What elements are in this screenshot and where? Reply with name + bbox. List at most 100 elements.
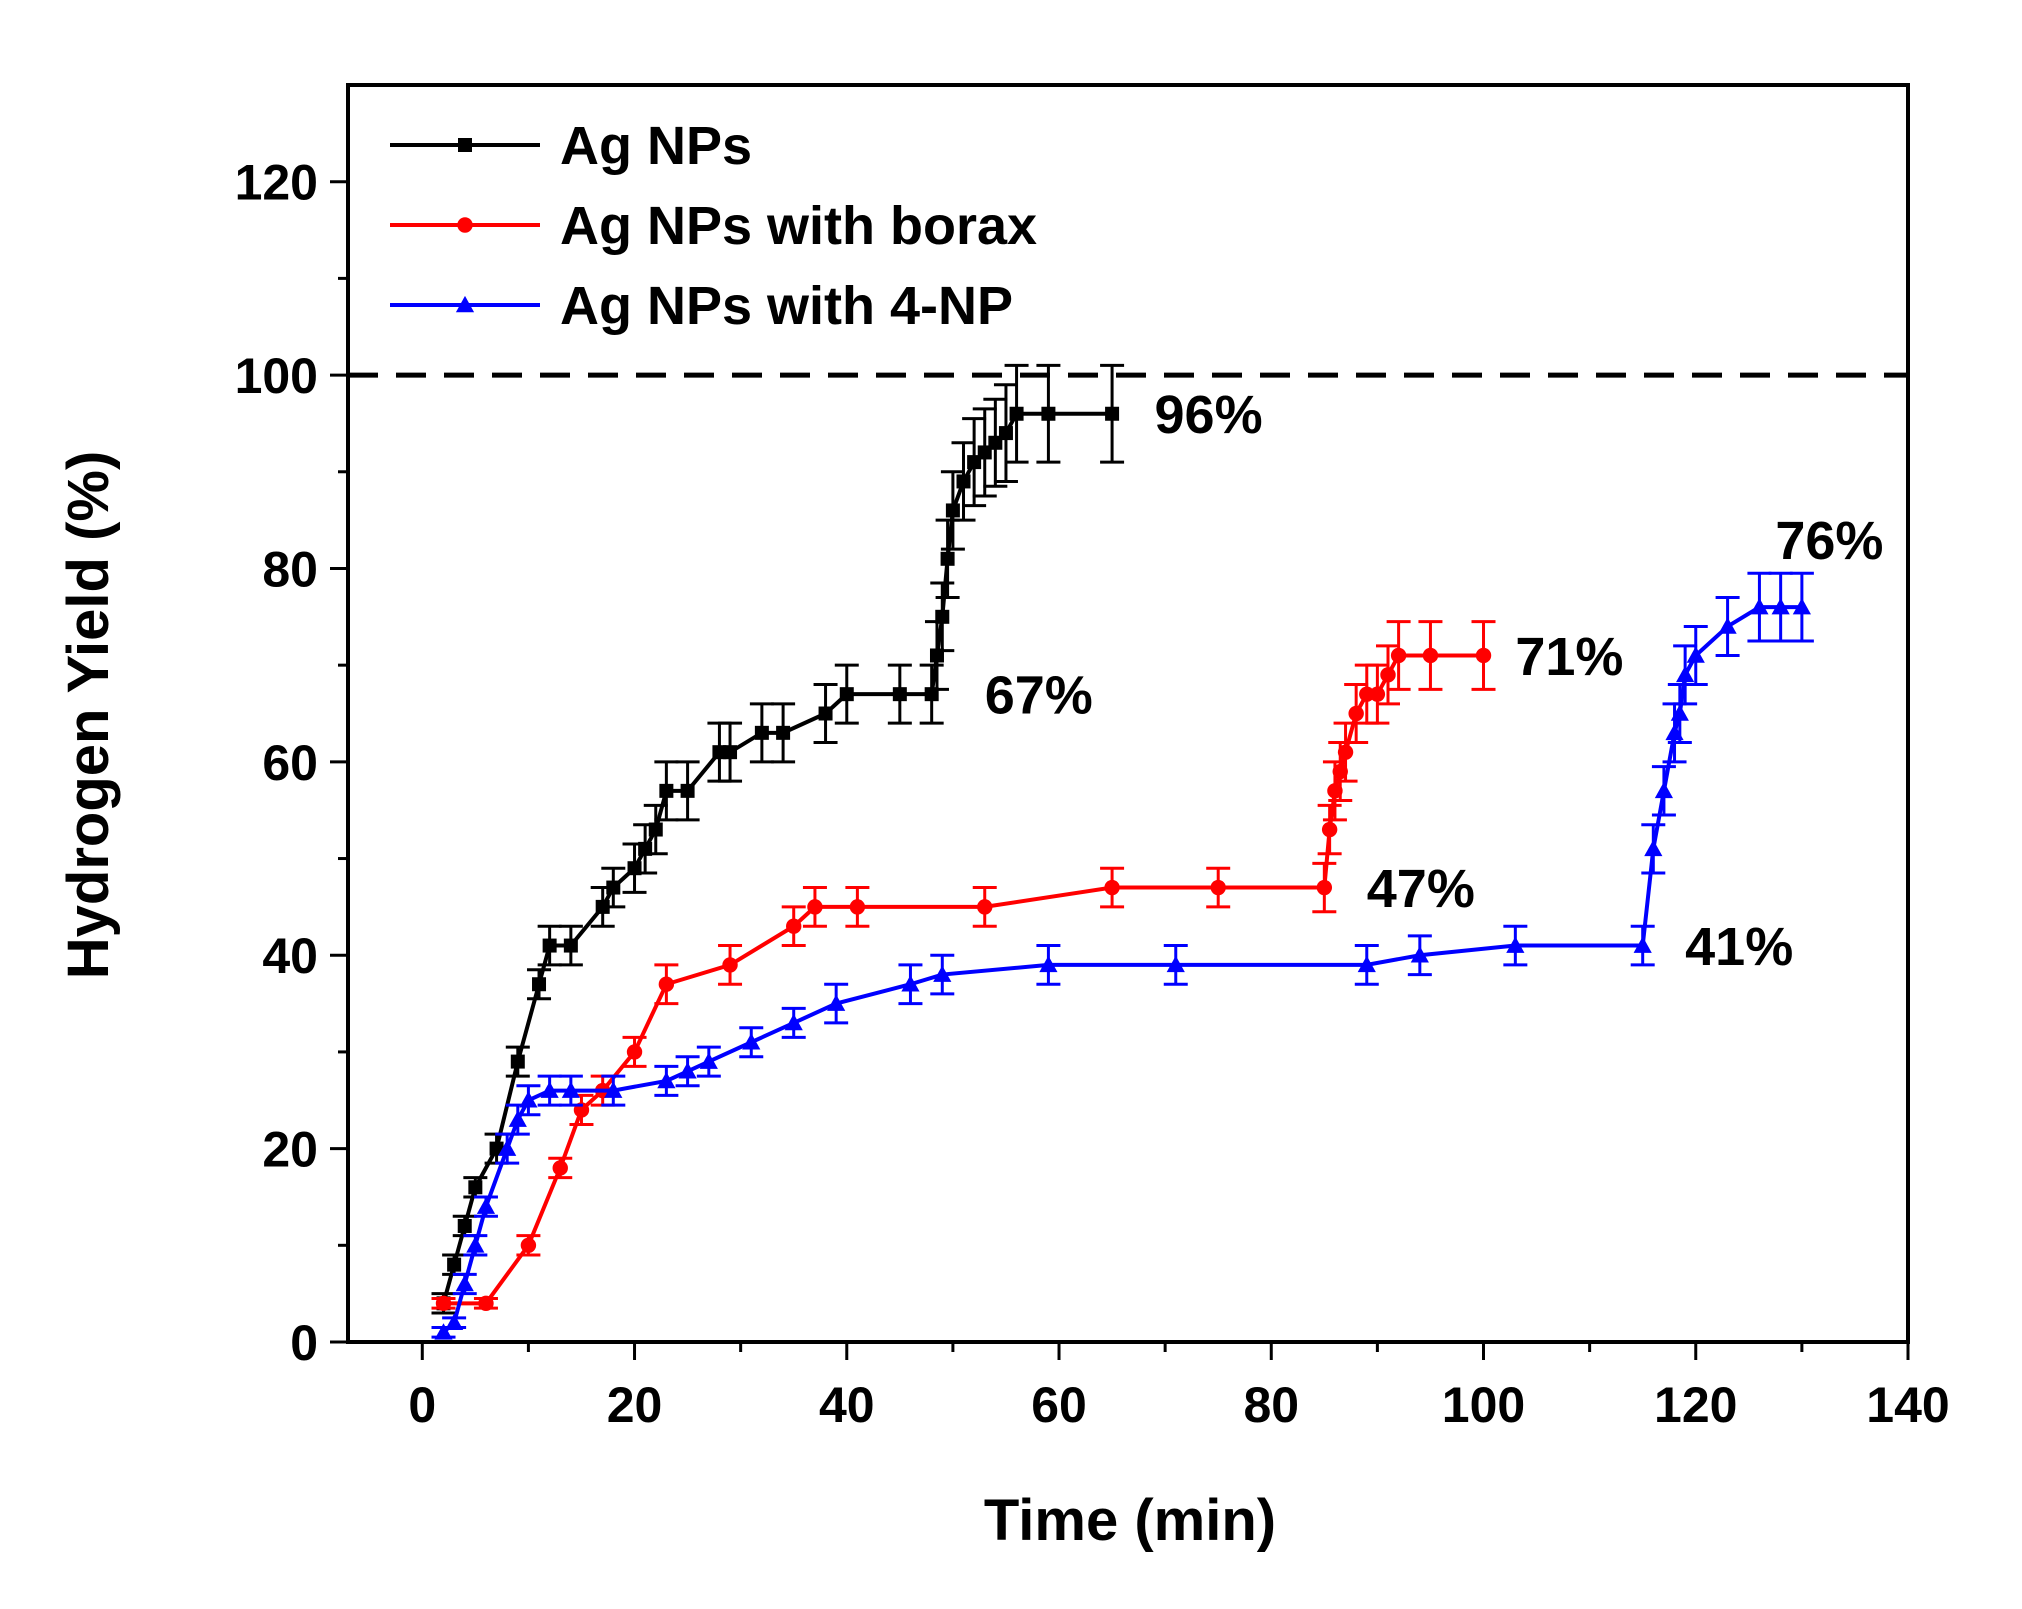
legend-marker — [457, 217, 473, 233]
data-point — [626, 1044, 643, 1060]
data-point — [532, 977, 547, 992]
data-point — [945, 503, 960, 518]
x-tick-label: 100 — [1442, 1377, 1525, 1433]
data-point — [435, 1295, 452, 1312]
y-axis-title: Hydrogen Yield (%) — [56, 451, 121, 980]
data-point — [466, 1236, 485, 1253]
data-point — [1750, 598, 1769, 615]
data-point — [563, 938, 578, 953]
y-tick-label: 60 — [262, 735, 318, 791]
data-point — [1104, 879, 1120, 896]
data-point — [1380, 667, 1396, 683]
x-tick-label: 60 — [1031, 1377, 1087, 1433]
annotation-label: 76% — [1775, 511, 1883, 571]
data-point — [940, 551, 955, 566]
data-point — [786, 918, 802, 934]
data-point — [1410, 946, 1429, 963]
data-point — [1506, 936, 1525, 953]
x-tick-label: 120 — [1654, 1377, 1737, 1433]
annotations-layer: 96% 67% 71% 47% 76% 41% — [985, 385, 1884, 977]
data-point — [519, 1091, 538, 1108]
x-tick-label: 20 — [607, 1377, 663, 1433]
legend-label: Ag NPs with 4-NP — [560, 276, 1013, 336]
x-axis-title: Time (min) — [984, 1488, 1276, 1553]
data-point — [1166, 955, 1185, 973]
data-point — [901, 975, 920, 992]
data-point — [722, 957, 738, 973]
data-point — [1475, 647, 1492, 664]
plot-frame — [346, 83, 1910, 1344]
x-tick-label: 140 — [1866, 1377, 1949, 1433]
data-point — [606, 880, 621, 895]
data-point — [561, 1081, 580, 1098]
data-point — [457, 1218, 472, 1233]
y-tick-label: 80 — [262, 541, 318, 597]
data-point — [447, 1257, 462, 1272]
data-point — [818, 706, 833, 721]
legend-marker — [455, 295, 475, 313]
data-point — [552, 1160, 568, 1176]
data-point — [1644, 839, 1663, 857]
data-point — [1105, 406, 1120, 421]
data-point — [1321, 821, 1338, 838]
data-point — [1369, 686, 1386, 702]
data-point — [1654, 781, 1674, 799]
data-point — [839, 687, 854, 702]
annotation-label: 41% — [1685, 917, 1793, 977]
data-point — [540, 1081, 559, 1098]
y-tick-label: 120 — [235, 155, 318, 211]
legend-label: Ag NPs with borax — [560, 196, 1037, 256]
data-point — [933, 965, 952, 982]
data-point — [1686, 646, 1705, 663]
data-point — [977, 899, 993, 915]
data-point — [742, 1033, 761, 1050]
series-1 — [431, 620, 1496, 1312]
data-point — [1039, 955, 1058, 973]
data-point — [498, 1139, 517, 1156]
data-point — [1359, 686, 1375, 702]
data-point — [657, 1071, 676, 1089]
data-point — [455, 1274, 474, 1292]
data-point — [659, 783, 674, 798]
series-layer — [431, 363, 1814, 1340]
annotation-label: 96% — [1155, 385, 1263, 445]
data-point — [1357, 955, 1376, 973]
annotation-label: 47% — [1367, 859, 1475, 919]
data-point — [445, 1313, 464, 1330]
data-point — [988, 435, 1003, 450]
y-tick-label: 100 — [235, 348, 318, 404]
data-point — [1390, 647, 1407, 664]
data-point — [658, 976, 675, 992]
data-point — [434, 1323, 453, 1340]
data-point — [542, 938, 557, 953]
data-point — [1670, 704, 1689, 721]
data-point — [1337, 744, 1354, 760]
data-point — [723, 745, 738, 760]
data-point — [892, 687, 907, 702]
ticks-layer: 0 20 40 60 80 100 120 140 0 20 40 60 80 100 120 — [235, 155, 1950, 1433]
data-point — [807, 899, 823, 915]
data-point — [712, 745, 727, 760]
data-point — [754, 725, 769, 740]
data-point — [508, 1110, 527, 1127]
data-point — [476, 1197, 496, 1214]
data-point — [784, 1013, 803, 1031]
data-point — [468, 1180, 483, 1195]
data-point — [998, 426, 1013, 441]
y-tick-label: 20 — [262, 1122, 318, 1178]
data-point — [520, 1237, 537, 1254]
data-point — [956, 474, 971, 489]
data-point — [1633, 936, 1652, 953]
series-2 — [431, 571, 1814, 1340]
data-point — [967, 455, 982, 470]
data-point — [1792, 598, 1811, 615]
x-tick-label: 40 — [819, 1377, 875, 1433]
data-point — [1316, 879, 1333, 896]
data-point — [680, 783, 695, 798]
data-point — [776, 725, 791, 740]
data-point — [699, 1052, 718, 1069]
data-point — [1771, 598, 1790, 615]
data-point — [478, 1295, 494, 1312]
data-point — [1210, 879, 1226, 896]
